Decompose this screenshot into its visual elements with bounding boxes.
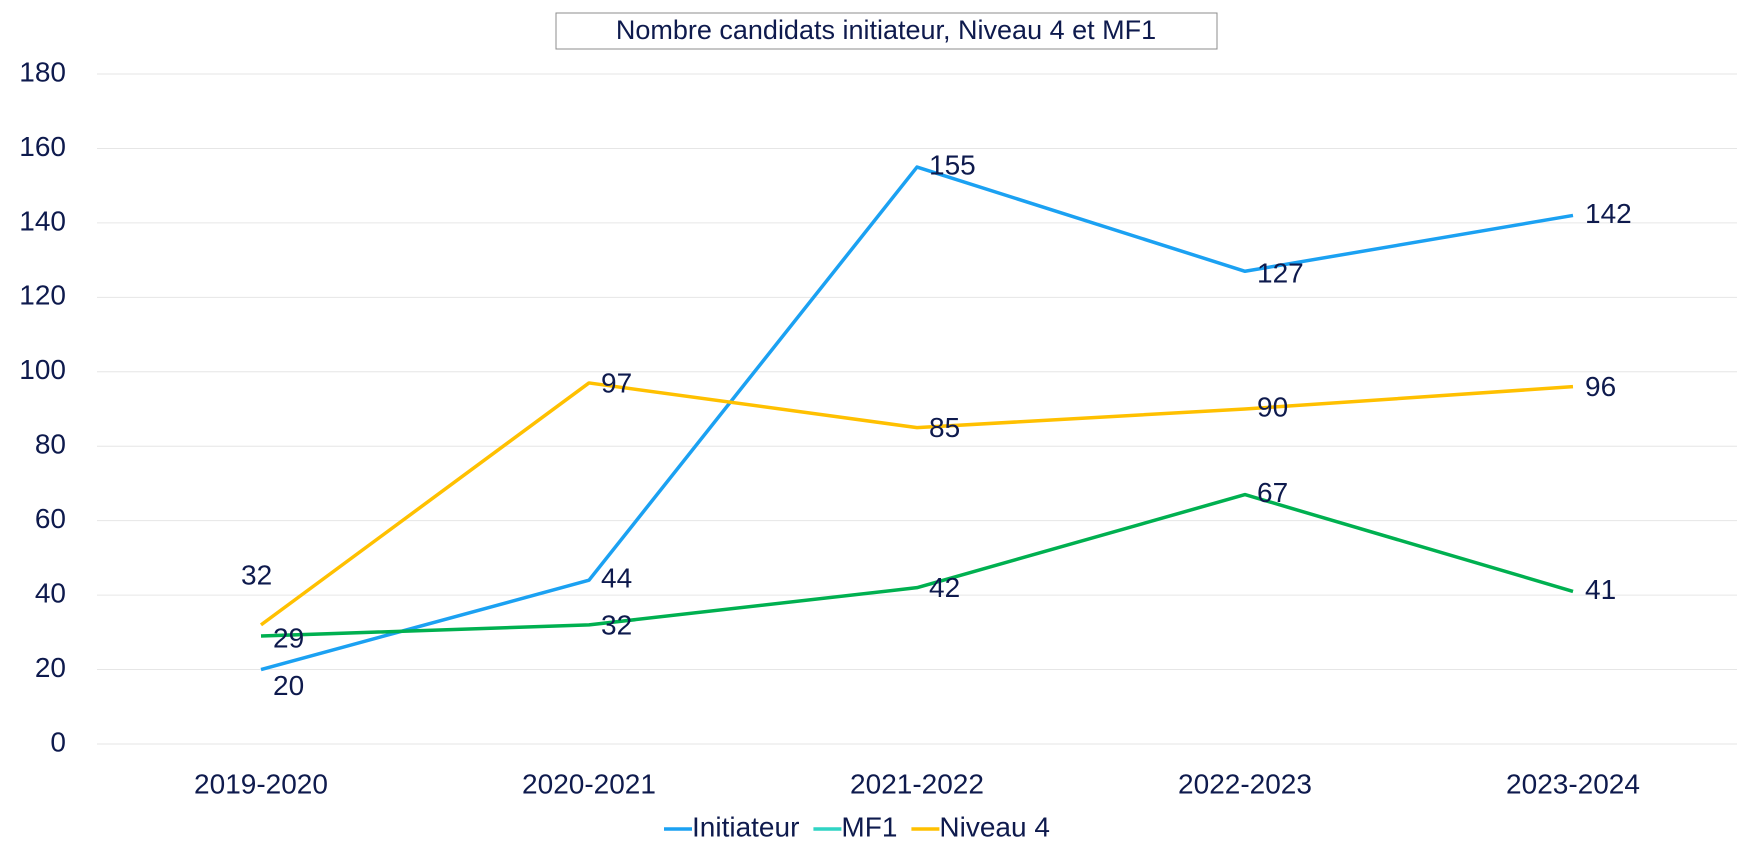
y-tick-label: 0 bbox=[50, 726, 66, 757]
line bbox=[260, 492, 1574, 638]
x-tick-label: 2022-2023 bbox=[1178, 768, 1312, 799]
y-tick-label: 140 bbox=[19, 205, 66, 236]
x-tick-label: 2021-2022 bbox=[850, 768, 984, 799]
data-label: 41 bbox=[1585, 574, 1616, 605]
data-label: 20 bbox=[273, 670, 304, 701]
data-label: 32 bbox=[601, 609, 632, 640]
y-tick-label: 160 bbox=[19, 131, 66, 162]
x-tick-label: 2023-2024 bbox=[1506, 768, 1640, 799]
data-label: 42 bbox=[929, 572, 960, 603]
data-label: 142 bbox=[1585, 198, 1632, 229]
line bbox=[260, 165, 1574, 672]
y-tick-label: 20 bbox=[35, 652, 66, 683]
y-tick-label: 80 bbox=[35, 429, 66, 460]
y-tick-label: 40 bbox=[35, 578, 66, 609]
data-label: 29 bbox=[273, 622, 304, 653]
y-tick-label: 120 bbox=[19, 280, 66, 311]
chart-title: Nombre candidats initiateur, Niveau 4 et… bbox=[616, 15, 1156, 45]
x-tick-label: 2020-2021 bbox=[522, 768, 656, 799]
data-label: 96 bbox=[1585, 371, 1616, 402]
legend-label: MF1 bbox=[841, 811, 897, 842]
legend-label: Niveau 4 bbox=[939, 811, 1050, 842]
line bbox=[259, 381, 1574, 627]
y-tick-label: 60 bbox=[35, 503, 66, 534]
legend-label: Initiateur bbox=[692, 811, 799, 842]
data-label: 127 bbox=[1257, 258, 1304, 289]
data-label: 97 bbox=[601, 367, 632, 398]
x-tick-label: 2019-2020 bbox=[194, 768, 328, 799]
data-label: 67 bbox=[1257, 477, 1288, 508]
y-tick-label: 180 bbox=[19, 56, 66, 87]
y-tick-label: 100 bbox=[19, 354, 66, 385]
data-label: 44 bbox=[601, 563, 632, 594]
data-label: 32 bbox=[241, 559, 272, 590]
title-box bbox=[555, 12, 1218, 50]
data-label: 90 bbox=[1257, 391, 1288, 422]
data-label: 155 bbox=[929, 149, 976, 180]
data-label: 85 bbox=[929, 412, 960, 443]
